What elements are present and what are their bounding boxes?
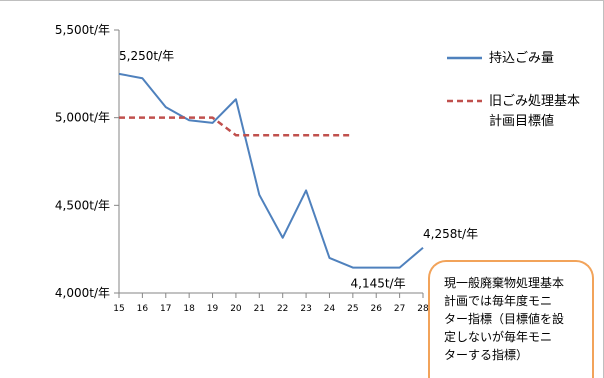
- x-tick-label: 27: [394, 304, 405, 314]
- x-tick-label: 19: [207, 304, 219, 314]
- x-tick-label: 21: [254, 304, 265, 314]
- data-label: 4,258t/年: [423, 227, 478, 241]
- series-line-target: [119, 116, 353, 137]
- series-line-mochikomi: [118, 72, 424, 269]
- y-tick-label: 5,000t/年: [55, 111, 110, 125]
- legend-label-mochikomi: 持込ごみ量: [489, 50, 554, 66]
- y-tick-label: 4,500t/年: [55, 198, 110, 212]
- data-labels: 5,250t/年 4,145t/年 4,258t/年: [119, 49, 478, 291]
- x-tick-label: 25: [347, 304, 358, 314]
- y-tick-label: 5,500t/年: [55, 23, 110, 37]
- x-tick-label: 26: [371, 304, 383, 314]
- y-tick-label: 4,000t/年: [55, 286, 110, 300]
- monitor-indicator-callout: 現一般廃棄物処理基本 計画では毎年度モニ ター指標（目標値を設 定しないが毎年モ…: [428, 260, 594, 378]
- y-tick-labels: 5,500t/年 5,000t/年 4,500t/年 4,000t/年: [55, 23, 110, 300]
- legend-label-target: 旧ごみ処理基本: [489, 93, 580, 109]
- chart-axes: [114, 29, 424, 298]
- x-tick-label: 18: [183, 304, 195, 314]
- x-tick-label: 15: [113, 304, 124, 314]
- x-tick-label: 17: [160, 304, 171, 314]
- chart-series: [118, 72, 424, 269]
- legend-label-target: 計画目標値: [489, 113, 554, 129]
- chart-frame-top: [0, 0, 604, 1]
- x-tick-labels: 15 16 17 18 19 20 21 22 23 24 25 26 27 28: [113, 304, 429, 314]
- x-tick-label: 20: [230, 304, 242, 314]
- x-tick-label: 16: [137, 304, 149, 314]
- x-tick-label: 28: [417, 304, 429, 314]
- data-label: 5,250t/年: [119, 49, 174, 63]
- x-tick-label: 23: [300, 304, 311, 314]
- x-tick-label: 22: [277, 304, 288, 314]
- data-label: 4,145t/年: [351, 277, 406, 291]
- x-tick-label: 24: [324, 304, 336, 314]
